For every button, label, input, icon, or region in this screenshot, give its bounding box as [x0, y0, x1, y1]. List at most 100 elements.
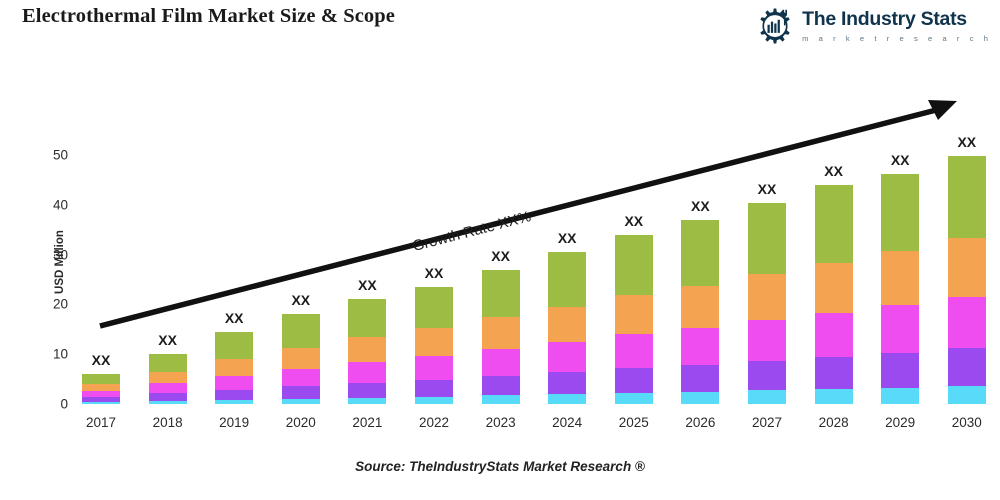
- bar-segment[interactable]: [481, 317, 520, 349]
- bar-segment[interactable]: [481, 269, 520, 318]
- bar-segment[interactable]: [881, 173, 920, 251]
- bar-segment[interactable]: [215, 359, 254, 376]
- bar-segment[interactable]: [548, 252, 587, 307]
- bar-segment[interactable]: [681, 285, 720, 328]
- bar-group[interactable]: [281, 314, 320, 404]
- bar-segment[interactable]: [548, 341, 587, 373]
- bar-segment[interactable]: [748, 203, 786, 275]
- bar-group[interactable]: [82, 374, 120, 404]
- bar-segment[interactable]: [548, 372, 587, 395]
- bar-group[interactable]: [881, 173, 920, 404]
- bar-segment[interactable]: [614, 334, 653, 369]
- bar-group[interactable]: [681, 219, 720, 404]
- bar-segment[interactable]: [348, 337, 387, 362]
- bar-segment[interactable]: [681, 327, 720, 365]
- bar-segment[interactable]: [481, 395, 520, 404]
- bar-group[interactable]: [415, 287, 453, 404]
- bar-segment[interactable]: [82, 397, 120, 402]
- bar-segment[interactable]: [814, 263, 853, 314]
- bar-segment[interactable]: [281, 398, 320, 404]
- bar-segment[interactable]: [481, 375, 520, 396]
- bar-group[interactable]: [548, 252, 587, 404]
- bar-segment[interactable]: [947, 297, 986, 349]
- bar-segment[interactable]: [614, 392, 653, 404]
- bar-group[interactable]: [614, 234, 653, 404]
- bar-segment[interactable]: [281, 348, 320, 369]
- bar-segment[interactable]: [614, 295, 653, 335]
- bar-segment[interactable]: [148, 354, 187, 372]
- bar-segment[interactable]: [881, 352, 920, 388]
- bar-segment[interactable]: [415, 379, 453, 397]
- stacked-bar[interactable]: [548, 252, 587, 404]
- bar-segment[interactable]: [814, 313, 853, 358]
- stacked-bar[interactable]: [681, 219, 720, 404]
- bar-segment[interactable]: [348, 382, 387, 398]
- bar-segment[interactable]: [548, 306, 587, 342]
- bar-segment[interactable]: [82, 374, 120, 384]
- bar-segment[interactable]: [681, 219, 720, 286]
- bar-segment[interactable]: [415, 396, 453, 404]
- bar-segment[interactable]: [82, 383, 120, 392]
- bar-segment[interactable]: [415, 328, 453, 356]
- bar-segment[interactable]: [481, 348, 520, 376]
- bar-segment[interactable]: [82, 391, 120, 398]
- stacked-bar[interactable]: [148, 354, 187, 404]
- bar-segment[interactable]: [215, 389, 254, 400]
- stacked-bar[interactable]: [415, 287, 453, 404]
- bar-segment[interactable]: [947, 156, 986, 238]
- bar-segment[interactable]: [881, 305, 920, 353]
- bar-segment[interactable]: [415, 287, 453, 329]
- stacked-bar[interactable]: [614, 234, 653, 404]
- bar-segment[interactable]: [215, 331, 254, 360]
- bar-segment[interactable]: [881, 387, 920, 404]
- stacked-bar[interactable]: [481, 269, 520, 404]
- bar-segment[interactable]: [348, 361, 387, 383]
- bar-segment[interactable]: [548, 394, 587, 404]
- bar-segment[interactable]: [281, 314, 320, 349]
- stacked-bar[interactable]: [814, 184, 853, 404]
- bar-group[interactable]: [215, 331, 254, 404]
- bar-segment[interactable]: [281, 386, 320, 399]
- bar-segment[interactable]: [148, 371, 187, 384]
- bar-segment[interactable]: [681, 364, 720, 392]
- bar-segment[interactable]: [614, 368, 653, 393]
- bar-segment[interactable]: [148, 393, 187, 401]
- bar-group[interactable]: [748, 203, 786, 404]
- bar-segment[interactable]: [215, 375, 254, 390]
- bar-segment[interactable]: [215, 399, 254, 404]
- bar-group[interactable]: [348, 299, 387, 404]
- bar-segment[interactable]: [82, 401, 120, 404]
- bar-segment[interactable]: [748, 274, 786, 321]
- bar-segment[interactable]: [947, 348, 986, 387]
- bar-segment[interactable]: [814, 357, 853, 390]
- bar-group[interactable]: [481, 269, 520, 404]
- stacked-bar[interactable]: [947, 156, 986, 404]
- bar-segment[interactable]: [281, 368, 320, 387]
- bar-segment[interactable]: [148, 383, 187, 394]
- bar-segment[interactable]: [814, 389, 853, 404]
- bar-value-label: XX: [757, 181, 777, 198]
- bar-segment[interactable]: [947, 237, 986, 298]
- bar-segment[interactable]: [881, 250, 920, 306]
- bar-segment[interactable]: [947, 386, 986, 404]
- bar-segment[interactable]: [148, 400, 187, 404]
- bar-segment[interactable]: [748, 390, 786, 404]
- bar-segment[interactable]: [748, 360, 786, 391]
- bar-segment[interactable]: [348, 397, 387, 404]
- stacked-bar[interactable]: [82, 374, 120, 404]
- bar-segment[interactable]: [814, 184, 853, 264]
- bar-segment[interactable]: [681, 391, 720, 404]
- bar-group[interactable]: [148, 354, 187, 404]
- bar-segment[interactable]: [748, 320, 786, 361]
- stacked-bar[interactable]: [348, 299, 387, 404]
- stacked-bar[interactable]: [748, 203, 786, 404]
- bar-group[interactable]: [947, 156, 986, 404]
- stacked-bar[interactable]: [215, 331, 254, 404]
- bar-segment[interactable]: [614, 234, 653, 296]
- bar-group[interactable]: [814, 184, 853, 404]
- bar-segment[interactable]: [348, 299, 387, 338]
- stacked-bar[interactable]: [881, 173, 920, 404]
- stacked-bar[interactable]: [281, 314, 320, 404]
- bar-segment[interactable]: [415, 355, 453, 380]
